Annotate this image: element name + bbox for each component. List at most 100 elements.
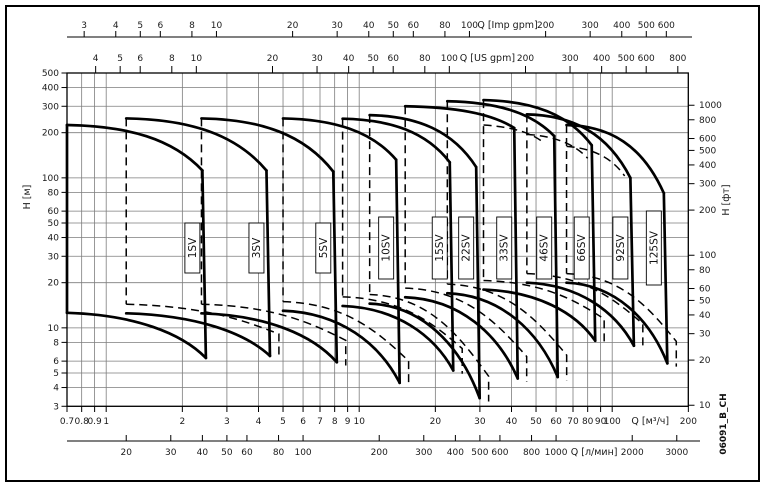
axis-tick-label: 40 xyxy=(699,311,711,321)
axis-unit-label: Q [Imp gpm] xyxy=(477,20,537,31)
axis-tick-label: 300 xyxy=(699,180,716,190)
pump-max-flow-drop xyxy=(331,170,339,364)
pump-label-text: 5SV xyxy=(318,237,330,258)
axis-tick-label: 3 xyxy=(81,21,87,31)
axis-tick-label: 40 xyxy=(343,54,355,64)
axis-tick-label: 20 xyxy=(287,21,299,31)
axis-unit-label: Q [м³/ч] xyxy=(631,416,669,427)
axis-tick-label: 400 xyxy=(699,161,716,171)
axis-tick-label: 20 xyxy=(699,356,711,366)
pump-top-curve xyxy=(200,117,335,173)
axis-tick-label: 2000 xyxy=(621,448,644,458)
axis-tick-label: 10 xyxy=(211,21,223,31)
pump-bottom-curve xyxy=(403,295,520,380)
axis-tick-label: 8 xyxy=(189,21,195,31)
pump-top-curve xyxy=(368,113,478,169)
pump-bottom-curve xyxy=(445,291,560,379)
axis-tick-label: 60 xyxy=(699,285,711,295)
axis-tick-label: 200 xyxy=(699,206,716,216)
axis-tick-label: 50 xyxy=(48,219,60,229)
pump-label-46sv: 46SV xyxy=(536,216,553,280)
pump-bottom-curve xyxy=(65,311,208,360)
pump-label-5sv: 5SV xyxy=(315,222,332,274)
pump-label-text: 46SV xyxy=(539,234,551,262)
axis-tick-label: 500 xyxy=(471,448,488,458)
axis-tick-label: 200 xyxy=(371,448,388,458)
pump-label-15sv: 15SV xyxy=(431,216,448,280)
axis-tick-label: 600 xyxy=(491,448,508,458)
axis-tick-label: 30 xyxy=(331,21,343,31)
axis-tick-label: 80 xyxy=(273,448,285,458)
axis-tick-label: 8 xyxy=(53,338,59,348)
pump-top-curve xyxy=(445,99,556,138)
pump-label-text: 22SV xyxy=(461,234,473,262)
axis-tick-label: 5 xyxy=(280,417,286,427)
axis-tick-label: 60 xyxy=(550,417,562,427)
pump-max-flow-drop xyxy=(448,160,455,372)
pump-bottom-curve xyxy=(281,309,402,385)
axis-tick-label: 4 xyxy=(256,417,262,427)
pump-label-125sv: 125SV xyxy=(645,210,662,286)
axis-tick-label: 80 xyxy=(582,417,594,427)
axis-tick-label: 80 xyxy=(48,188,60,198)
pump-label-text: 92SV xyxy=(615,234,627,262)
axis-tick-label: 8 xyxy=(332,417,338,427)
pump-top-curve xyxy=(403,104,516,130)
pump-envelope-22sv xyxy=(368,113,482,400)
pump-label-text: 15SV xyxy=(434,234,446,262)
axis-tick-label: 20 xyxy=(120,448,132,458)
axis-tick-label: 7 xyxy=(317,417,323,427)
axis-tick-label: 40 xyxy=(363,21,375,31)
dashed-bottom-limit xyxy=(447,283,568,381)
axis-tick-label: 30 xyxy=(311,54,323,64)
axis-tick-label: 6 xyxy=(137,54,143,64)
axis-tick-label: 6 xyxy=(53,357,59,367)
dashed-bottom-limit xyxy=(283,300,410,387)
pump-max-flow-drop xyxy=(512,126,520,380)
axis-tick-label: 90 xyxy=(595,417,607,427)
pump-top-curve xyxy=(565,123,666,195)
pump-top-curve xyxy=(482,98,594,147)
axis-tick-label: 2 xyxy=(179,417,185,427)
pump-bottom-curve xyxy=(368,302,482,400)
axis-top-imp-gpm: 3 4 5 6 8 10 20 30 40 50 60 80 100 200 300 400 500 600 Q [… xyxy=(67,20,692,38)
axis-tick-label: 70 xyxy=(567,417,579,427)
axis-tick-label: 100 xyxy=(604,417,621,427)
axis-tick-label: 50 xyxy=(699,296,711,306)
pump-envelope-66sv xyxy=(482,98,597,343)
pump-max-flow-drop xyxy=(201,169,208,360)
axis-tick-label: 20 xyxy=(48,279,60,289)
axis-tick-label: 10 xyxy=(353,417,365,427)
axis-tick-label: 300 xyxy=(561,54,578,64)
axis-tick-label: 20 xyxy=(430,417,442,427)
axis-tick-label: 4 xyxy=(93,54,99,64)
axis-tick-label: 300 xyxy=(582,21,599,31)
axis-tick-label: 1 xyxy=(103,417,109,427)
axis-tick-label: 50 xyxy=(530,417,542,427)
axis-tick-label: 600 xyxy=(638,54,655,64)
axis-tick-label: 800 xyxy=(523,448,540,458)
axis-tick-label: 600 xyxy=(658,21,675,31)
pump-envelope-33sv xyxy=(403,104,520,380)
axis-tick-label: 80 xyxy=(419,54,431,64)
pump-top-curve xyxy=(281,117,398,162)
pump-envelope-15sv xyxy=(341,117,455,372)
dashed-bottom-limit xyxy=(483,279,605,345)
pump-envelope-92sv xyxy=(525,113,636,348)
axis-tick-label: 100 xyxy=(42,174,59,184)
pump-envelope-125sv xyxy=(565,123,669,365)
axis-tick-label: 30 xyxy=(699,330,711,340)
pump-envelope-5sv xyxy=(200,117,339,364)
pump-envelope-1sv xyxy=(65,123,208,360)
left-axis-title: H [м] xyxy=(22,185,33,210)
pump-max-flow-drop xyxy=(552,134,560,379)
axis-tick-label: 800 xyxy=(699,116,716,126)
axis-tick-label: 50 xyxy=(388,21,400,31)
axis-tick-label: 80 xyxy=(699,266,711,276)
axis-tick-label: 10 xyxy=(191,54,203,64)
axis-tick-label: 6 xyxy=(300,417,306,427)
axis-tick-label: 0.9 xyxy=(87,417,102,427)
axis-tick-label: 400 xyxy=(613,21,630,31)
